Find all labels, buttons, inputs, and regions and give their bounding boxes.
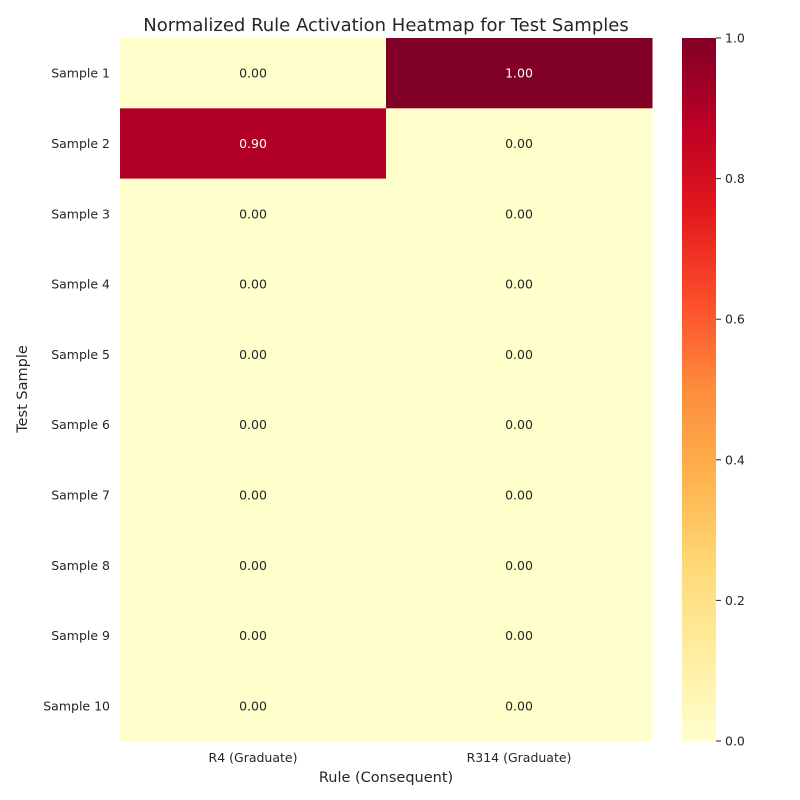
heatmap-cell [120, 319, 387, 390]
heatmap-cell [120, 108, 387, 180]
colorbar-ticks: 0.0 0.2 0.4 0.6 0.8 1.0 [716, 31, 745, 749]
heatmap-cell [120, 178, 387, 250]
cell-value-label: 0.00 [505, 417, 533, 432]
cell-value-label: 0.00 [505, 347, 533, 362]
colorbar: 0.0 0.2 0.4 0.6 0.8 1.0 [682, 31, 745, 749]
heatmap-cell [386, 530, 653, 601]
heatmap-cell [120, 248, 387, 320]
colorbar-gradient [682, 38, 716, 741]
cell-value-label: 0.00 [505, 487, 533, 502]
colorbar-tick-label: 0.2 [725, 593, 745, 608]
y-tick-label: Sample 1 [51, 66, 110, 81]
heatmap-cell [386, 178, 653, 250]
y-axis-label: Test Sample [15, 345, 31, 434]
x-tick-label: R314 (Graduate) [467, 750, 572, 765]
cell-value-label: 0.00 [239, 417, 267, 432]
heatmap-cell [386, 670, 653, 742]
colorbar-tick-label: 1.0 [725, 31, 745, 46]
heatmap-cell [386, 389, 653, 461]
colorbar-tick-label: 0.8 [725, 171, 745, 186]
cell-value-label: 0.00 [505, 136, 533, 151]
cell-value-label: 0.00 [239, 206, 267, 221]
heatmap-cells: 0.00 1.00 0.90 0.00 0.00 0.00 0.00 0.00 0.00 0.00… [120, 38, 653, 742]
cell-value-label: 0.00 [239, 347, 267, 362]
heatmap-cell [120, 459, 387, 531]
x-axis-label: Rule (Consequent) [319, 770, 453, 786]
y-tick-label: Sample 5 [51, 347, 110, 362]
cell-value-label: 1.00 [505, 66, 533, 81]
y-tick-label: Sample 4 [51, 277, 110, 292]
heatmap-cell [386, 600, 653, 672]
cell-value-label: 0.00 [239, 66, 267, 81]
heatmap-cell [120, 670, 387, 742]
heatmap-cell [386, 319, 653, 390]
heatmap-cell [386, 459, 653, 531]
x-tick-label: R4 (Graduate) [209, 750, 298, 765]
heatmap-cell [386, 248, 653, 320]
y-tick-label: Sample 2 [51, 136, 110, 151]
y-tick-label: Sample 10 [43, 698, 110, 713]
cell-value-label: 0.00 [505, 277, 533, 292]
colorbar-tick-label: 0.0 [725, 734, 745, 749]
heatmap-cell [120, 389, 387, 461]
chart-title: Normalized Rule Activation Heatmap for T… [143, 15, 628, 36]
y-tick-label: Sample 9 [51, 628, 110, 643]
cell-value-label: 0.00 [239, 487, 267, 502]
cell-value-label: 0.00 [239, 628, 267, 643]
y-tick-label: Sample 7 [51, 487, 110, 502]
cell-value-label: 0.00 [505, 698, 533, 713]
cell-value-label: 0.00 [239, 558, 267, 573]
y-tick-label: Sample 3 [51, 206, 110, 221]
cell-value-label: 0.00 [505, 206, 533, 221]
heatmap-cell [120, 38, 387, 109]
y-tick-label: Sample 8 [51, 558, 110, 573]
cell-value-label: 0.00 [505, 558, 533, 573]
cell-value-label: 0.90 [239, 136, 267, 151]
cell-value-label: 0.00 [505, 628, 533, 643]
heatmap-cell [120, 600, 387, 672]
cell-value-label: 0.00 [239, 698, 267, 713]
heatmap-cell [386, 108, 653, 180]
colorbar-tick-label: 0.6 [725, 312, 745, 327]
x-tick-labels: R4 (Graduate) R314 (Graduate) [209, 750, 572, 765]
heatmap-cell [120, 530, 387, 601]
heatmap-cell [386, 38, 653, 109]
y-tick-label: Sample 6 [51, 417, 110, 432]
cell-value-label: 0.00 [239, 277, 267, 292]
y-tick-labels: Sample 1 Sample 2 Sample 3 Sample 4 Sample 5… [43, 66, 110, 714]
colorbar-tick-label: 0.4 [725, 452, 745, 467]
